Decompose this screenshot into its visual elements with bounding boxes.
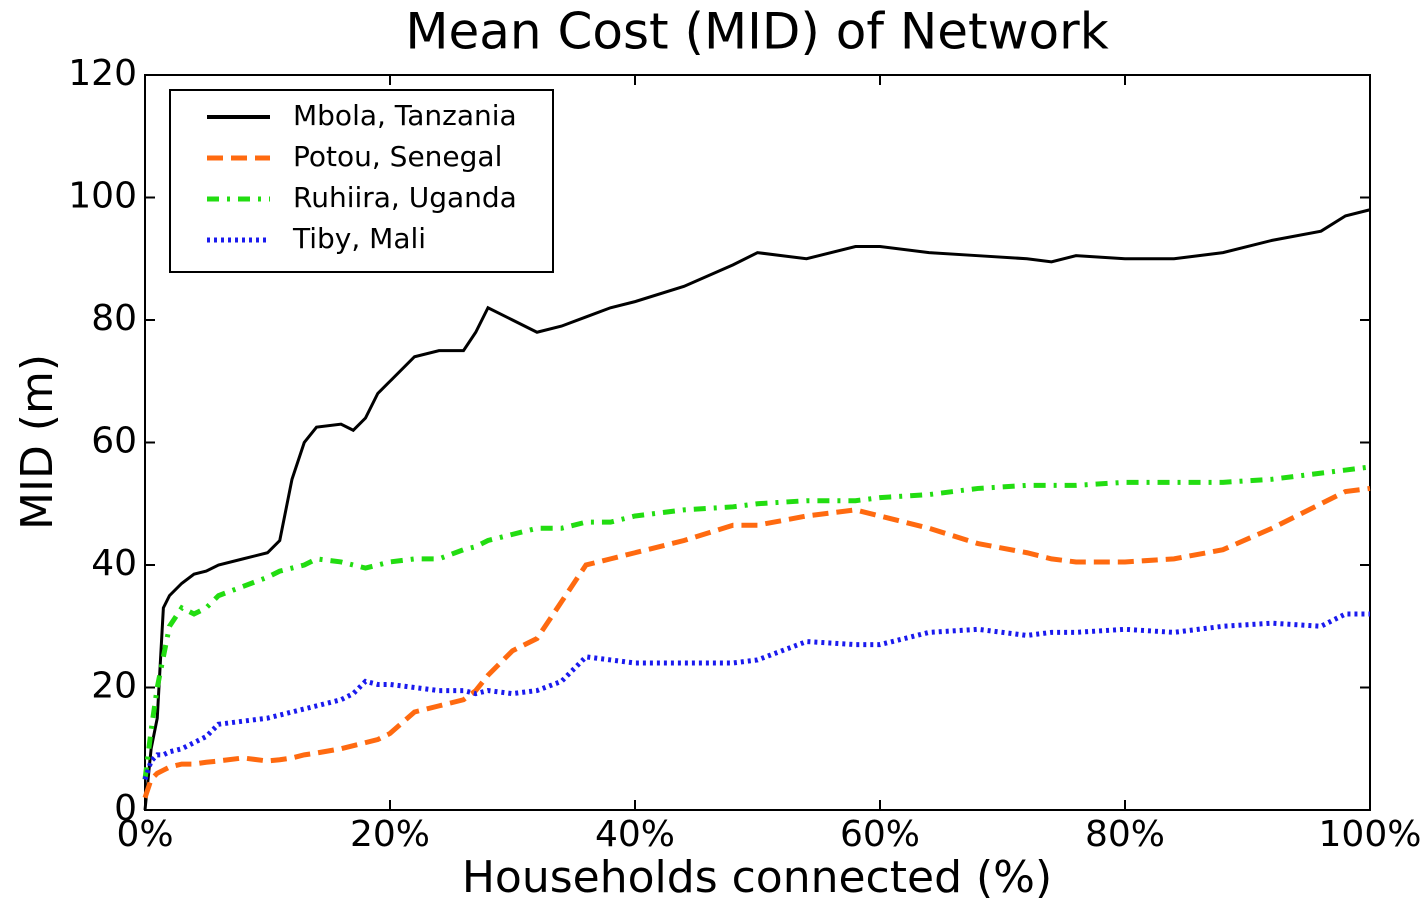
y-tick-label: 40 xyxy=(91,543,137,584)
x-tick-label: 40% xyxy=(595,814,675,855)
y-tick-label: 80 xyxy=(91,298,137,339)
series-line xyxy=(142,611,1370,781)
x-tick-label: 80% xyxy=(1085,814,1165,855)
x-axis-label: Households connected (%) xyxy=(462,852,1052,903)
series-line xyxy=(143,208,1371,811)
y-tick-label: 100 xyxy=(68,176,137,217)
legend-label: Ruhiira, Uganda xyxy=(293,181,517,214)
x-tick-label: 0% xyxy=(116,814,173,855)
y-tick-label: 20 xyxy=(91,666,137,707)
series-line xyxy=(142,464,1371,780)
legend-label: Tiby, Mali xyxy=(292,222,426,255)
y-tick-label: 0 xyxy=(114,788,137,829)
legend-box xyxy=(169,89,554,273)
legend-label: Potou, Senegal xyxy=(293,140,502,173)
legend-label: Mbola, Tanzania xyxy=(293,99,517,132)
y-tick-label: 60 xyxy=(91,421,137,462)
series-line xyxy=(142,485,1371,799)
x-tick-label: 20% xyxy=(350,814,430,855)
y-axis-label: MID (m) xyxy=(12,354,63,530)
y-tick-label: 120 xyxy=(68,53,137,94)
x-tick-label: 100% xyxy=(1319,814,1422,855)
x-tick-label: 60% xyxy=(840,814,920,855)
chart-title: Mean Cost (MID) of Network xyxy=(405,3,1108,61)
